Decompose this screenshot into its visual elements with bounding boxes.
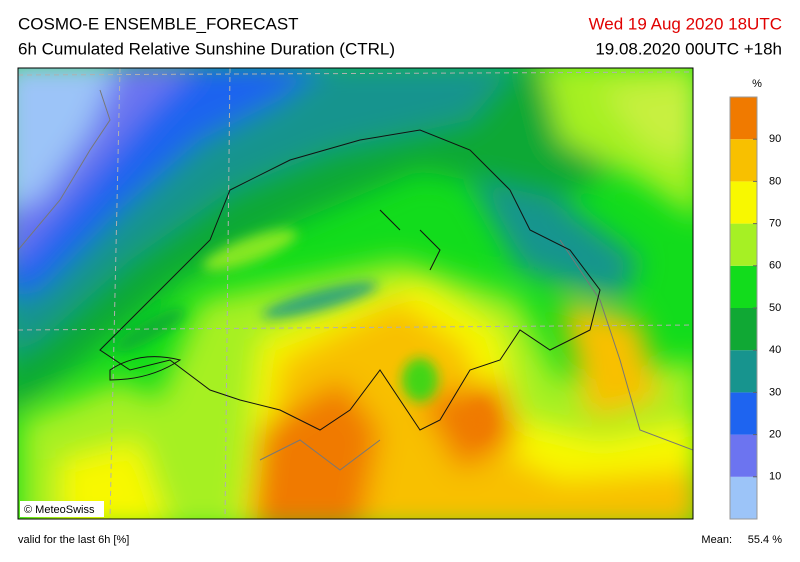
mean-value: 55.4 % xyxy=(748,534,782,546)
swiss-border xyxy=(99,129,601,431)
map-field: © MeteoSwiss xyxy=(18,68,693,519)
country-borders xyxy=(18,89,693,471)
run-time: 19.08.2020 00UTC +18h xyxy=(595,39,782,58)
map-frame xyxy=(17,67,694,520)
credit: © MeteoSwiss xyxy=(24,504,95,516)
colorbar-swatch xyxy=(730,434,757,477)
valid-time: Wed 19 Aug 2020 18UTC xyxy=(589,14,782,33)
colorbar-swatch xyxy=(730,265,757,308)
colorbar-tick-label: 80 xyxy=(769,175,781,187)
colorbar-tick-label: 20 xyxy=(769,429,781,441)
title: COSMO-E ENSEMBLE_FORECAST xyxy=(18,14,299,33)
footer-note: valid for the last 6h [%] xyxy=(18,534,129,546)
credit-box xyxy=(20,501,104,517)
colorbar-tick-label: 70 xyxy=(769,218,781,230)
grid-lines xyxy=(18,68,693,519)
colorbar-swatch xyxy=(730,392,757,435)
colorbar-swatch xyxy=(730,181,757,224)
colorbar-swatch xyxy=(730,308,757,351)
subtitle: 6h Cumulated Relative Sunshine Duration … xyxy=(18,39,395,58)
colorbar-swatch xyxy=(730,223,757,266)
colorbar-tick-label: 90 xyxy=(769,133,781,145)
colorbar-tick-label: 40 xyxy=(769,344,781,356)
colorbar-unit: % xyxy=(752,78,762,90)
colorbar-tick-label: 60 xyxy=(769,260,781,272)
mean-label: Mean: xyxy=(701,534,732,546)
colorbar-swatch xyxy=(730,139,757,182)
colorbar-tick-label: 10 xyxy=(769,471,781,483)
colorbar-tick-label: 50 xyxy=(769,302,781,314)
colorbar-tick-label: 30 xyxy=(769,386,781,398)
colorbar-swatch xyxy=(730,97,757,140)
colorbar: 10 20 30 40 50 60 70 80 90 xyxy=(729,96,781,520)
colorbar-swatch xyxy=(730,350,757,393)
colorbar-swatch xyxy=(730,476,757,519)
